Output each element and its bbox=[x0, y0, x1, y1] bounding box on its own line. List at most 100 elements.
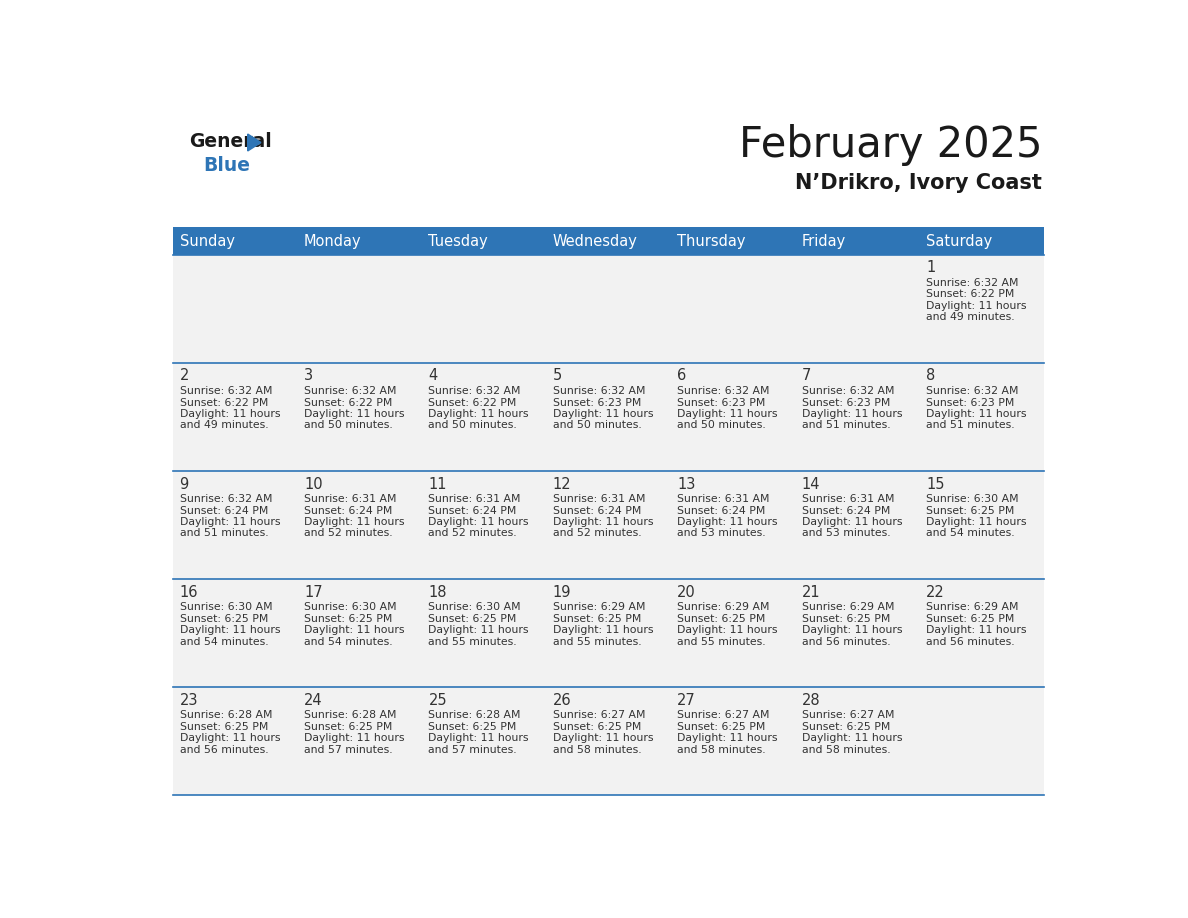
Text: Sunset: 6:22 PM: Sunset: 6:22 PM bbox=[429, 397, 517, 408]
Text: Daylight: 11 hours: Daylight: 11 hours bbox=[552, 409, 653, 419]
Text: Daylight: 11 hours: Daylight: 11 hours bbox=[429, 517, 529, 527]
Text: 3: 3 bbox=[304, 368, 314, 384]
Text: Sunrise: 6:29 AM: Sunrise: 6:29 AM bbox=[802, 602, 895, 612]
Text: and 53 minutes.: and 53 minutes. bbox=[802, 529, 890, 539]
Text: Sunrise: 6:32 AM: Sunrise: 6:32 AM bbox=[927, 278, 1018, 288]
Text: Sunrise: 6:27 AM: Sunrise: 6:27 AM bbox=[552, 711, 645, 721]
Text: Sunrise: 6:31 AM: Sunrise: 6:31 AM bbox=[304, 494, 397, 504]
Text: Sunrise: 6:31 AM: Sunrise: 6:31 AM bbox=[429, 494, 520, 504]
Text: Daylight: 11 hours: Daylight: 11 hours bbox=[802, 625, 902, 635]
Text: Sunrise: 6:31 AM: Sunrise: 6:31 AM bbox=[677, 494, 770, 504]
Bar bbox=[173, 688, 1044, 796]
Text: and 50 minutes.: and 50 minutes. bbox=[552, 420, 642, 431]
Text: 9: 9 bbox=[179, 476, 189, 491]
Text: 16: 16 bbox=[179, 585, 198, 599]
Text: Saturday: Saturday bbox=[927, 233, 992, 249]
Text: Daylight: 11 hours: Daylight: 11 hours bbox=[677, 409, 778, 419]
Text: Sunset: 6:25 PM: Sunset: 6:25 PM bbox=[179, 614, 268, 623]
Text: and 51 minutes.: and 51 minutes. bbox=[927, 420, 1015, 431]
Text: 10: 10 bbox=[304, 476, 323, 491]
Text: 22: 22 bbox=[927, 585, 944, 599]
Text: Sunrise: 6:31 AM: Sunrise: 6:31 AM bbox=[552, 494, 645, 504]
Text: Daylight: 11 hours: Daylight: 11 hours bbox=[304, 733, 404, 744]
Text: Blue: Blue bbox=[203, 155, 251, 174]
Text: Sunrise: 6:31 AM: Sunrise: 6:31 AM bbox=[802, 494, 895, 504]
Bar bbox=[173, 363, 1044, 471]
Text: Sunset: 6:25 PM: Sunset: 6:25 PM bbox=[179, 722, 268, 732]
Text: and 49 minutes.: and 49 minutes. bbox=[179, 420, 268, 431]
Text: Daylight: 11 hours: Daylight: 11 hours bbox=[552, 625, 653, 635]
Text: and 52 minutes.: and 52 minutes. bbox=[552, 529, 642, 539]
Text: Daylight: 11 hours: Daylight: 11 hours bbox=[677, 625, 778, 635]
Text: 5: 5 bbox=[552, 368, 562, 384]
Text: Daylight: 11 hours: Daylight: 11 hours bbox=[927, 517, 1026, 527]
Text: Sunset: 6:23 PM: Sunset: 6:23 PM bbox=[677, 397, 766, 408]
Text: Sunrise: 6:29 AM: Sunrise: 6:29 AM bbox=[677, 602, 770, 612]
Text: and 55 minutes.: and 55 minutes. bbox=[552, 636, 642, 646]
Text: Daylight: 11 hours: Daylight: 11 hours bbox=[552, 733, 653, 744]
Text: 11: 11 bbox=[429, 476, 447, 491]
Text: and 56 minutes.: and 56 minutes. bbox=[927, 636, 1015, 646]
Text: Sunset: 6:24 PM: Sunset: 6:24 PM bbox=[802, 506, 890, 516]
Text: Sunset: 6:23 PM: Sunset: 6:23 PM bbox=[802, 397, 890, 408]
Text: Sunrise: 6:30 AM: Sunrise: 6:30 AM bbox=[304, 602, 397, 612]
Text: 8: 8 bbox=[927, 368, 935, 384]
Text: Sunset: 6:23 PM: Sunset: 6:23 PM bbox=[552, 397, 642, 408]
Text: Daylight: 11 hours: Daylight: 11 hours bbox=[429, 733, 529, 744]
Text: Daylight: 11 hours: Daylight: 11 hours bbox=[552, 517, 653, 527]
Text: and 56 minutes.: and 56 minutes. bbox=[802, 636, 890, 646]
Text: Sunset: 6:23 PM: Sunset: 6:23 PM bbox=[927, 397, 1015, 408]
Text: Daylight: 11 hours: Daylight: 11 hours bbox=[429, 409, 529, 419]
Text: Sunset: 6:24 PM: Sunset: 6:24 PM bbox=[179, 506, 268, 516]
Text: Tuesday: Tuesday bbox=[429, 233, 488, 249]
Text: and 58 minutes.: and 58 minutes. bbox=[552, 744, 642, 755]
Text: and 53 minutes.: and 53 minutes. bbox=[677, 529, 766, 539]
Text: Sunset: 6:25 PM: Sunset: 6:25 PM bbox=[802, 722, 890, 732]
Text: and 49 minutes.: and 49 minutes. bbox=[927, 312, 1015, 322]
Bar bbox=[173, 471, 1044, 579]
Text: and 51 minutes.: and 51 minutes. bbox=[179, 529, 268, 539]
Text: Sunrise: 6:32 AM: Sunrise: 6:32 AM bbox=[927, 386, 1018, 397]
Text: Sunrise: 6:32 AM: Sunrise: 6:32 AM bbox=[304, 386, 397, 397]
Text: 17: 17 bbox=[304, 585, 323, 599]
Text: Sunrise: 6:30 AM: Sunrise: 6:30 AM bbox=[179, 602, 272, 612]
Text: Daylight: 11 hours: Daylight: 11 hours bbox=[304, 409, 404, 419]
Text: Daylight: 11 hours: Daylight: 11 hours bbox=[429, 625, 529, 635]
Text: and 52 minutes.: and 52 minutes. bbox=[304, 529, 392, 539]
Text: 14: 14 bbox=[802, 476, 820, 491]
Text: Daylight: 11 hours: Daylight: 11 hours bbox=[802, 409, 902, 419]
Text: Sunrise: 6:29 AM: Sunrise: 6:29 AM bbox=[552, 602, 645, 612]
Text: Sunrise: 6:32 AM: Sunrise: 6:32 AM bbox=[677, 386, 770, 397]
Text: Sunrise: 6:28 AM: Sunrise: 6:28 AM bbox=[304, 711, 397, 721]
Text: Wednesday: Wednesday bbox=[552, 233, 638, 249]
Text: Daylight: 11 hours: Daylight: 11 hours bbox=[677, 517, 778, 527]
Text: and 51 minutes.: and 51 minutes. bbox=[802, 420, 890, 431]
Text: Daylight: 11 hours: Daylight: 11 hours bbox=[179, 517, 280, 527]
Text: Daylight: 11 hours: Daylight: 11 hours bbox=[927, 625, 1026, 635]
Text: Sunset: 6:25 PM: Sunset: 6:25 PM bbox=[802, 614, 890, 623]
Text: Sunrise: 6:32 AM: Sunrise: 6:32 AM bbox=[552, 386, 645, 397]
Bar bbox=[173, 579, 1044, 688]
Text: Sunset: 6:24 PM: Sunset: 6:24 PM bbox=[677, 506, 766, 516]
Text: and 54 minutes.: and 54 minutes. bbox=[304, 636, 392, 646]
Text: Daylight: 11 hours: Daylight: 11 hours bbox=[802, 733, 902, 744]
Text: 2: 2 bbox=[179, 368, 189, 384]
Text: Sunset: 6:25 PM: Sunset: 6:25 PM bbox=[552, 722, 642, 732]
Text: and 57 minutes.: and 57 minutes. bbox=[429, 744, 517, 755]
Text: and 56 minutes.: and 56 minutes. bbox=[179, 744, 268, 755]
Text: Daylight: 11 hours: Daylight: 11 hours bbox=[179, 733, 280, 744]
Text: Sunset: 6:22 PM: Sunset: 6:22 PM bbox=[179, 397, 268, 408]
Text: 6: 6 bbox=[677, 368, 687, 384]
Text: 21: 21 bbox=[802, 585, 821, 599]
Text: Sunset: 6:25 PM: Sunset: 6:25 PM bbox=[429, 614, 517, 623]
Text: Sunset: 6:25 PM: Sunset: 6:25 PM bbox=[677, 722, 766, 732]
Text: Friday: Friday bbox=[802, 233, 846, 249]
Bar bbox=[173, 227, 1044, 255]
Text: Sunrise: 6:28 AM: Sunrise: 6:28 AM bbox=[179, 711, 272, 721]
Text: Sunset: 6:25 PM: Sunset: 6:25 PM bbox=[552, 614, 642, 623]
Polygon shape bbox=[248, 134, 261, 151]
Text: Sunrise: 6:27 AM: Sunrise: 6:27 AM bbox=[802, 711, 895, 721]
Text: 1: 1 bbox=[927, 261, 935, 275]
Text: Daylight: 11 hours: Daylight: 11 hours bbox=[802, 517, 902, 527]
Text: 23: 23 bbox=[179, 693, 198, 708]
